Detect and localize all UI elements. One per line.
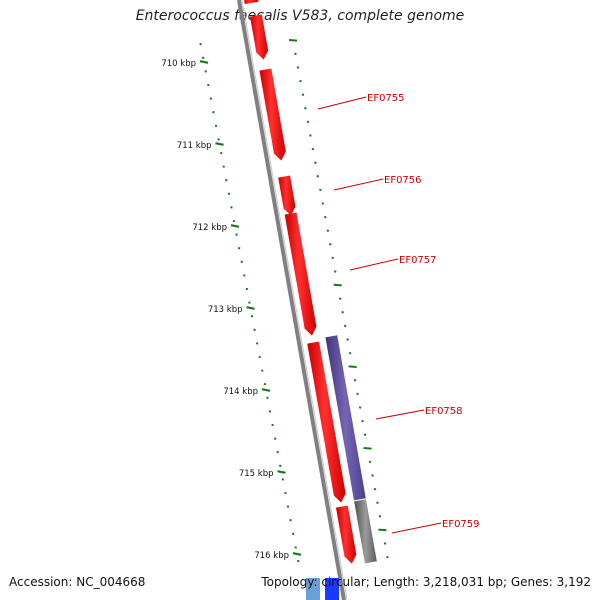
gene-block-gray [354,499,377,564]
major-tick [215,142,224,146]
gene-label-leader [333,178,384,191]
cds-block [278,175,296,216]
feature-blue [325,578,339,600]
minor-tick [356,392,359,396]
minor-tick [326,229,330,232]
major-tick [230,224,240,228]
major-tick [261,388,271,392]
minor-tick [316,175,320,178]
minor-tick [324,215,327,219]
cds-block [244,0,259,5]
minor-tick [341,311,344,314]
minor-tick [321,202,325,205]
gene-label[interactable]: EF0758 [425,406,463,417]
features [244,0,377,600]
major-tick [199,60,209,64]
minor-tick [368,460,372,464]
tick-label: 713 kbp [208,305,243,315]
minor-tick [348,351,352,355]
cds-block [284,212,317,336]
minor-tick [363,433,367,436]
minor-tick [353,379,357,382]
minor-tick [331,256,335,260]
minor-tick [343,324,347,328]
minor-tick [386,555,389,559]
cds-block [259,68,286,161]
minor-tick [306,120,310,124]
gene-label[interactable]: EF0757 [399,255,437,266]
minor-tick [301,93,305,96]
cds-block [335,505,357,564]
tick-label: 716 kbp [254,551,289,561]
map-title: Enterococcus faecalis V583, complete gen… [135,8,465,24]
minor-tick [363,447,372,450]
minor-tick [376,501,379,504]
minor-tick [294,52,297,56]
minor-tick [304,107,307,110]
minor-tick [346,338,349,341]
minor-tick [378,515,382,518]
minor-tick [333,283,342,287]
minor-tick [348,365,357,368]
gene-block-purple [325,335,366,501]
minor-tick [373,487,377,491]
accession-text: Accession: NC_004668 [9,575,146,589]
scale-ticks: 710 kbp 711 kbp 712 kbp 713 kbp 714 kbp 715 k… [161,39,389,563]
minor-tick [361,419,364,423]
major-tick [277,470,286,474]
tick-label: 714 kbp [223,387,258,397]
minor-tick [314,161,317,164]
cds-block [250,14,269,60]
minor-tick [319,188,322,192]
gene-label-leader [391,522,442,534]
minor-tick [296,66,300,69]
major-tick [292,552,302,556]
gene-labels: EF0755 EF0756 EF0757 EF0758 EF0759 [317,93,480,534]
gene-label-leader [375,409,425,420]
minor-tick [338,297,342,300]
major-tick [246,306,255,310]
tick-label: 715 kbp [239,469,274,479]
tick-label: 712 kbp [192,223,227,233]
minor-tick [288,39,298,42]
minor-tick [358,406,362,409]
minor-tick [299,79,302,83]
minor-tick [371,474,374,477]
minor-tick [311,147,315,151]
feature-lightblue [306,578,320,600]
tick-label: 711 kbp [177,141,212,151]
gene-label[interactable]: EF0756 [384,175,422,186]
cds-block [307,341,346,503]
backbone [237,0,348,600]
gene-label[interactable]: EF0759 [442,519,480,530]
minor-tick [333,270,337,273]
minor-tick [378,528,387,532]
gene-label-leader [349,258,399,271]
backbone-highlight [241,0,348,600]
tick-label: 710 kbp [161,59,196,69]
gene-label[interactable]: EF0755 [367,93,405,104]
gene-label-leader [317,96,367,110]
minor-tick [309,134,312,137]
backbone-line [237,0,346,600]
summary-text: Topology: circular; Length: 3,218,031 bp… [261,575,591,589]
minor-tick [383,542,387,545]
minor-tick [328,243,332,246]
